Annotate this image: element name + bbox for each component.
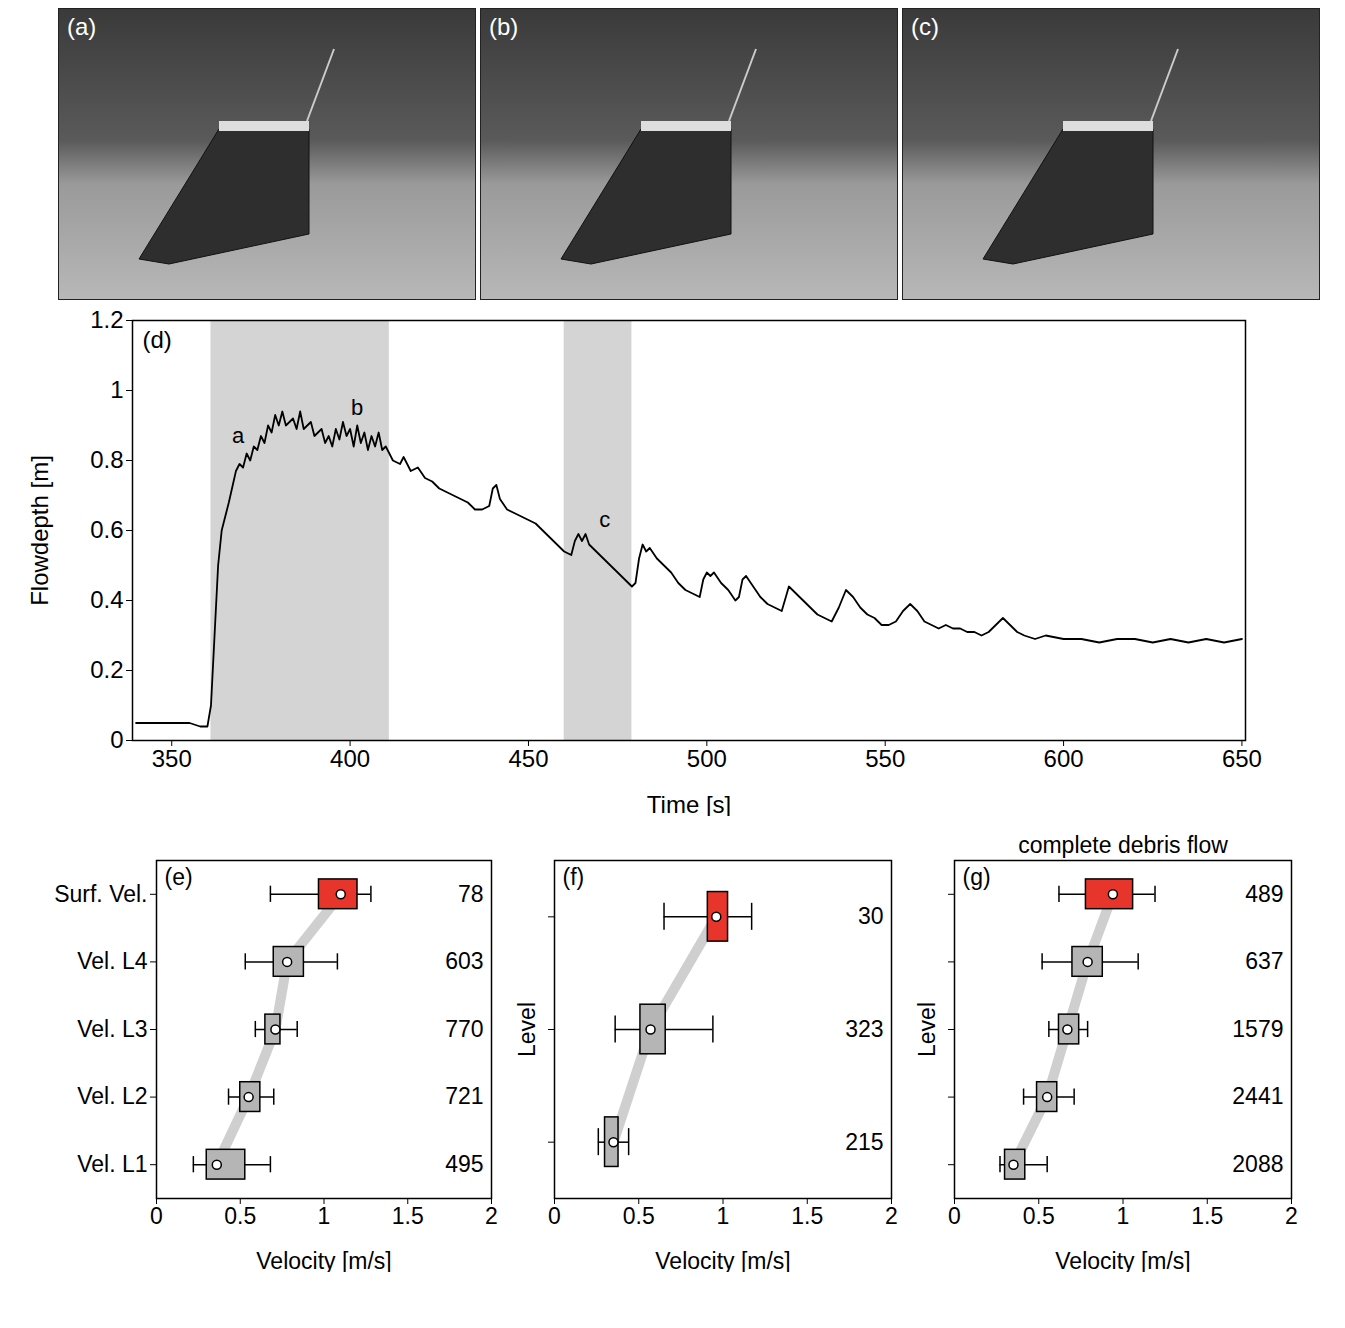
- svg-text:Time [s]: Time [s]: [647, 791, 731, 817]
- svg-text:600: 600: [1044, 745, 1084, 772]
- svg-text:350: 350: [152, 745, 192, 772]
- svg-text:1: 1: [717, 1203, 730, 1229]
- svg-text:0.8: 0.8: [90, 446, 123, 473]
- svg-text:a: a: [232, 423, 245, 448]
- svg-text:Vel. L4: Vel. L4: [77, 948, 148, 974]
- svg-text:603: 603: [445, 948, 483, 974]
- svg-text:b: b: [351, 395, 363, 420]
- svg-text:215: 215: [845, 1129, 883, 1155]
- svg-text:650: 650: [1222, 745, 1262, 772]
- svg-text:1.2: 1.2: [90, 306, 123, 333]
- svg-text:0: 0: [548, 1203, 561, 1229]
- html-text:(c): (c): [911, 13, 939, 40]
- html-text:(b): (b): [489, 13, 519, 40]
- svg-text:0.2: 0.2: [90, 656, 123, 683]
- svg-text:2: 2: [485, 1203, 498, 1229]
- svg-text:1.5: 1.5: [1191, 1203, 1223, 1229]
- svg-text:637: 637: [1245, 948, 1283, 974]
- svg-text:450: 450: [508, 745, 548, 772]
- svg-text:Velocity [m/s]: Velocity [m/s]: [256, 1248, 391, 1273]
- svg-text:0.5: 0.5: [224, 1203, 256, 1229]
- svg-text:0.5: 0.5: [623, 1203, 655, 1229]
- svg-text:(g): (g): [963, 864, 991, 890]
- svg-text:(e): (e): [165, 864, 193, 890]
- svg-text:0.5: 0.5: [1023, 1203, 1055, 1229]
- svg-text:550: 550: [865, 745, 905, 772]
- svg-text:Vel. L3: Vel. L3: [77, 1016, 147, 1042]
- svg-text:1579: 1579: [1232, 1016, 1283, 1042]
- svg-text:Surf. Vel.: Surf. Vel.: [54, 881, 147, 907]
- svg-text:1: 1: [110, 376, 123, 403]
- svg-text:c: c: [599, 507, 610, 532]
- svg-text:(d): (d): [143, 326, 172, 353]
- svg-text:400: 400: [330, 745, 370, 772]
- svg-text:2: 2: [885, 1203, 898, 1229]
- svg-text:(f): (f): [563, 864, 585, 890]
- svg-text:323: 323: [845, 1016, 883, 1042]
- svg-text:770: 770: [445, 1016, 483, 1042]
- svg-text:0.6: 0.6: [90, 516, 123, 543]
- svg-text:Velocity [m/s]: Velocity [m/s]: [655, 1248, 790, 1273]
- svg-text:721: 721: [445, 1083, 483, 1109]
- svg-text:489: 489: [1245, 881, 1283, 907]
- svg-text:Level: Level: [914, 1002, 940, 1057]
- svg-text:2088: 2088: [1232, 1151, 1283, 1177]
- svg-text:Level: Level: [514, 1002, 540, 1057]
- svg-text:2441: 2441: [1232, 1083, 1283, 1109]
- svg-text:Flowdepth [m]: Flowdepth [m]: [26, 455, 53, 606]
- svg-text:0: 0: [948, 1203, 961, 1229]
- svg-text:78: 78: [458, 881, 484, 907]
- svg-text:complete debris flow: complete debris flow: [1018, 832, 1228, 858]
- svg-text:495: 495: [445, 1151, 483, 1177]
- svg-text:Vel. L1: Vel. L1: [77, 1151, 147, 1177]
- svg-text:500: 500: [687, 745, 727, 772]
- html-text:(a): (a): [67, 13, 97, 40]
- svg-text:1.5: 1.5: [791, 1203, 823, 1229]
- svg-text:30: 30: [858, 903, 884, 929]
- svg-text:0: 0: [150, 1203, 163, 1229]
- svg-text:0: 0: [110, 726, 123, 753]
- svg-text:Vel. L2: Vel. L2: [77, 1083, 147, 1109]
- svg-text:1: 1: [318, 1203, 331, 1229]
- svg-text:0.4: 0.4: [90, 586, 123, 613]
- svg-text:1.5: 1.5: [392, 1203, 424, 1229]
- svg-text:1: 1: [1117, 1203, 1130, 1229]
- svg-text:2: 2: [1285, 1203, 1298, 1229]
- svg-text:Velocity [m/s]: Velocity [m/s]: [1055, 1248, 1190, 1273]
